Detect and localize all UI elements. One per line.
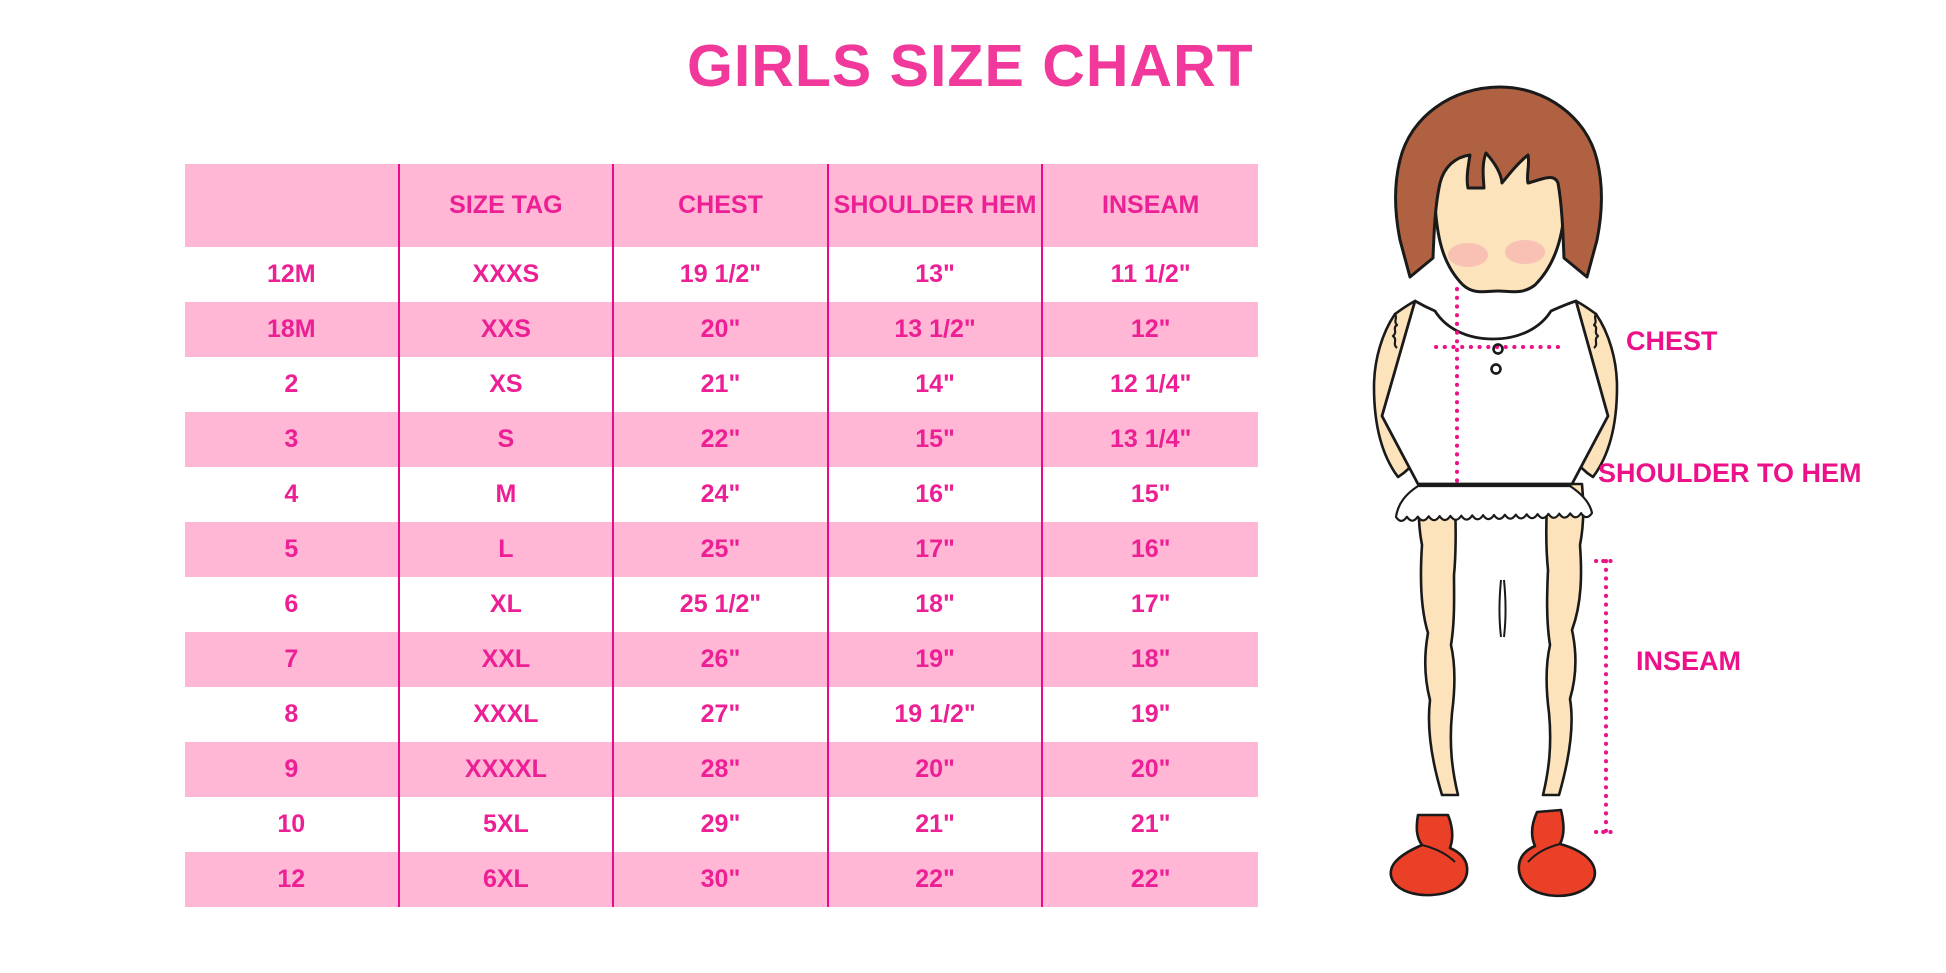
svg-text:INSEAM: INSEAM (1636, 646, 1741, 676)
svg-text:CHEST: CHEST (1626, 326, 1718, 356)
svg-text:SHOULDER TO HEM: SHOULDER TO HEM (1598, 458, 1862, 488)
